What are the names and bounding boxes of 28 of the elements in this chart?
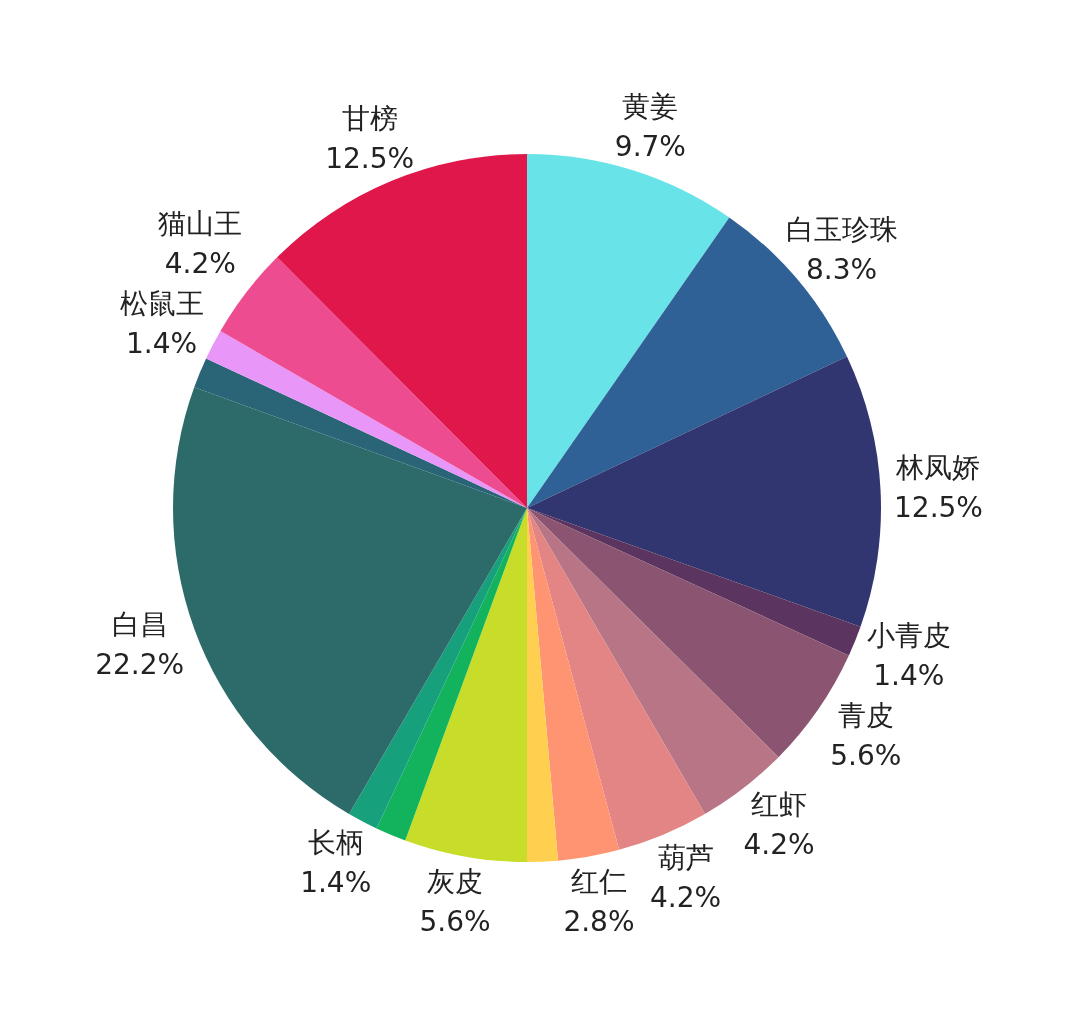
- data-label: 4.2%: [743, 827, 815, 861]
- slice-label: 红虾: [751, 787, 808, 821]
- data-label: 5.6%: [830, 739, 902, 773]
- slice-label: 黄姜: [622, 89, 679, 123]
- slice-label: 白玉珍珠: [785, 213, 898, 247]
- data-label: 8.3%: [805, 253, 878, 287]
- data-label: 9.7%: [614, 129, 686, 163]
- slice-label: 松鼠王: [119, 286, 204, 320]
- data-label: 1.4%: [873, 659, 945, 693]
- slice-label: 林凤娇: [895, 451, 981, 485]
- data-label: 5.6%: [419, 905, 491, 939]
- data-label: 12.5%: [325, 141, 415, 175]
- slice-label: 长柄: [307, 825, 364, 859]
- slice-label: 甘榜: [341, 101, 398, 135]
- data-label: 4.2%: [164, 246, 236, 280]
- data-label: 1.4%: [300, 865, 372, 899]
- slice-label: 灰皮: [427, 865, 484, 899]
- data-label: 2.8%: [563, 905, 635, 939]
- slice-label: 白昌: [111, 607, 168, 641]
- slice-label: 猫山王: [158, 206, 243, 240]
- slice-label: 小青皮: [866, 619, 951, 653]
- slice-label: 红仁: [570, 865, 627, 899]
- data-label: 1.4%: [125, 326, 198, 360]
- data-label: 12.5%: [894, 491, 983, 525]
- data-label: 22.2%: [95, 647, 185, 681]
- data-label: 4.2%: [649, 880, 722, 914]
- slice-label: 葫芦: [657, 840, 714, 874]
- slice-label: 青皮: [837, 699, 894, 733]
